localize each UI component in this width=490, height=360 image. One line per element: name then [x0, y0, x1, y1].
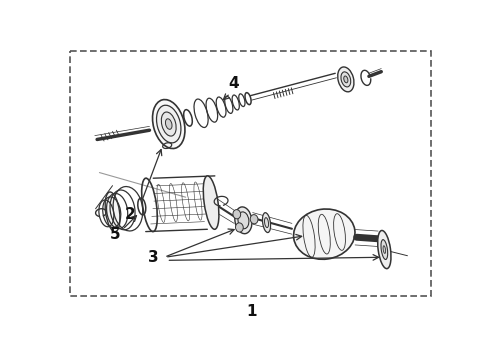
Ellipse shape — [378, 230, 391, 269]
Bar — [70, 51, 431, 296]
Ellipse shape — [156, 105, 181, 143]
Ellipse shape — [235, 207, 252, 234]
Ellipse shape — [203, 176, 219, 229]
Ellipse shape — [294, 209, 355, 259]
Ellipse shape — [236, 223, 243, 232]
Text: 2: 2 — [125, 207, 136, 222]
Ellipse shape — [263, 213, 270, 233]
Ellipse shape — [250, 215, 258, 224]
Ellipse shape — [152, 100, 185, 149]
Ellipse shape — [338, 67, 354, 92]
Ellipse shape — [265, 218, 269, 228]
Text: 1: 1 — [246, 303, 256, 319]
Text: 5: 5 — [110, 227, 120, 242]
Ellipse shape — [161, 112, 176, 136]
Ellipse shape — [238, 212, 249, 229]
Text: 3: 3 — [148, 250, 159, 265]
Ellipse shape — [105, 192, 120, 232]
Ellipse shape — [383, 246, 386, 253]
Ellipse shape — [233, 210, 241, 219]
Text: 4: 4 — [228, 76, 239, 91]
Ellipse shape — [344, 76, 348, 83]
Ellipse shape — [381, 240, 388, 260]
Ellipse shape — [166, 119, 172, 129]
Ellipse shape — [341, 72, 351, 87]
